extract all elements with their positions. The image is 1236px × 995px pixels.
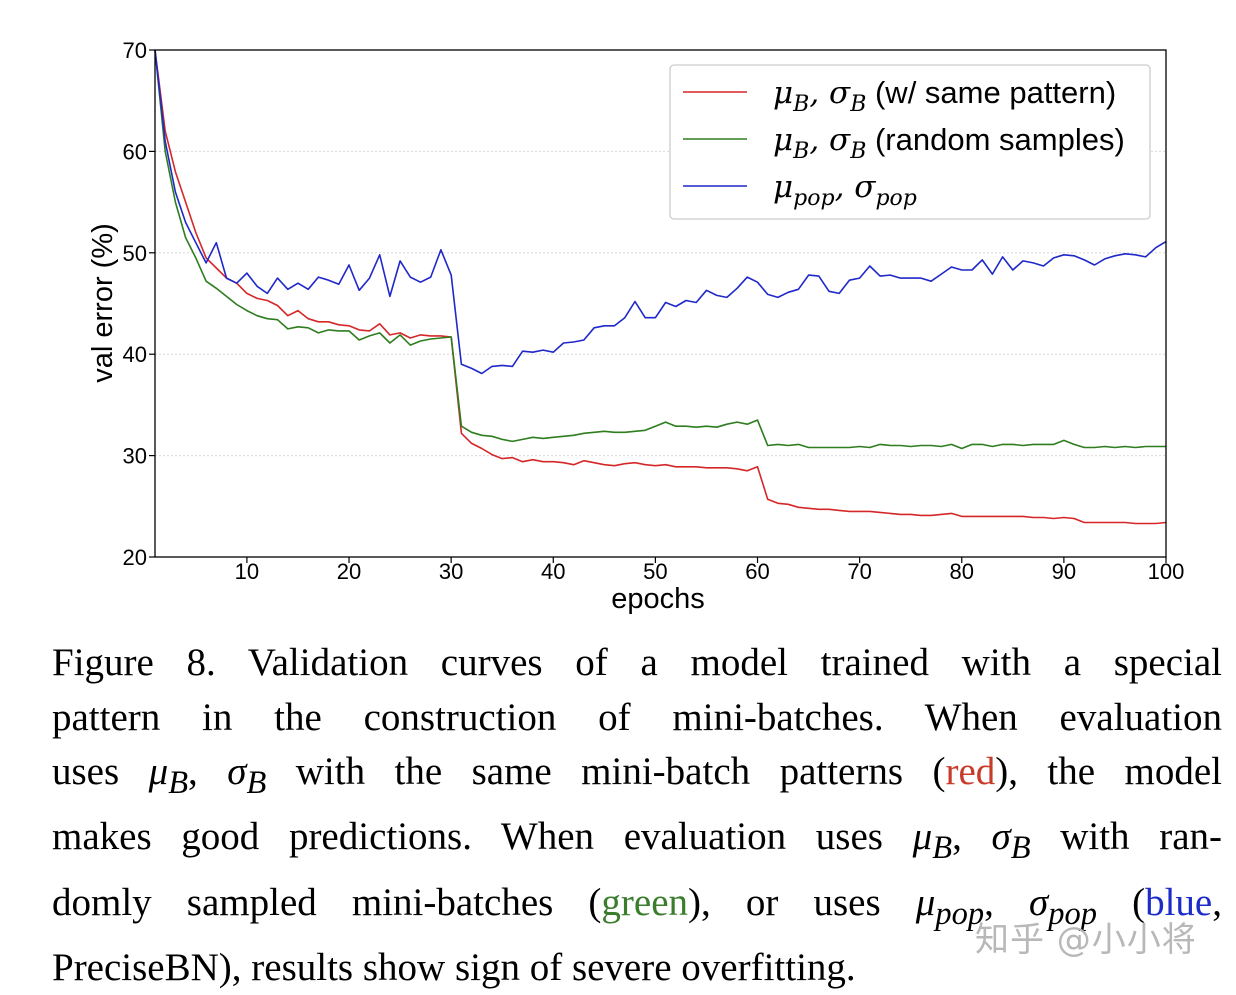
legend-sigma: , σ [835,169,877,205]
y-tick-label: 60 [123,139,147,164]
caption-math-mu: μ [912,815,933,859]
caption-text: ( [1096,880,1146,924]
caption-math-sigma: σ [227,750,247,793]
y-tick-label: 50 [123,241,147,266]
caption-math-sub: B [1010,830,1031,867]
legend-sub: pop [875,186,916,211]
legend: μB, σB (w/ same pattern) μB, σB (random … [669,64,1151,220]
figure-caption: Figure 8. Validation curves of a model t… [52,636,1222,995]
series-group [154,49,1167,525]
x-tick-label: 30 [439,559,463,584]
caption-text: , [952,815,992,859]
legend-mu: μ [773,169,793,205]
legend-sub: B [849,92,866,117]
caption-math-mu: μ [148,750,169,793]
y-tick-label: 40 [123,342,147,367]
caption-text: domly sampled mini-batches ( [52,880,602,924]
x-tick-label: 70 [847,559,871,584]
caption-green: green [601,880,689,924]
caption-text: with ran- [1030,815,1222,859]
series-line-1 [154,49,1166,450]
caption-line: uses μB, σB with the same mini-batch pat… [52,745,1222,810]
caption-math-sub: pop [1048,895,1097,932]
x-tick-label: 80 [950,559,974,584]
x-tick-label: 60 [745,559,769,584]
ticks: 20 30 40 50 60 70 10 20 30 40 50 60 70 80 90 100 [123,38,1185,584]
x-axis-label: epochs [611,583,705,615]
caption-text: , [1212,880,1222,924]
caption-text: makes good predictions. When evaluation … [52,815,913,859]
caption-line: pattern in the construction of mini-batc… [52,695,1222,739]
caption-math-sub: B [246,764,267,801]
legend-sub: B [792,92,809,117]
y-axis-label: val error (%) [87,223,119,383]
caption-math-sigma: σ [991,815,1011,859]
caption-line: domly sampled mini-batches (green), or u… [52,876,1222,941]
caption-line: makes good predictions. When evaluation … [52,810,1222,875]
legend-label-same-pattern: μB, σB (w/ same pattern) [773,75,1116,117]
legend-tail: (random samples) [866,122,1124,157]
x-tick-label: 20 [337,559,361,584]
legend-label-random-samples: μB, σB (random samples) [773,122,1125,164]
legend-sigma: , σ [809,122,851,158]
y-tick-label: 30 [123,444,147,469]
caption-text: uses [52,750,149,793]
legend-sub: pop [793,186,834,211]
legend-sub: B [792,139,809,164]
series-line-2 [154,49,1167,375]
caption-line: PreciseBN), results show sign of severe … [52,945,856,989]
x-tick-label: 40 [541,559,565,584]
x-tick-label: 10 [235,559,259,584]
caption-math-sub: B [168,764,189,801]
legend-sub: B [849,139,866,164]
legend-box [669,64,1151,220]
x-tick-label: 50 [643,559,667,584]
x-tick-label: 90 [1052,559,1076,584]
grid [155,150,1166,457]
caption-text: , [984,880,1029,924]
caption-text: ), the model [995,750,1222,793]
legend-sigma: , σ [809,75,851,111]
caption-blue: blue [1145,880,1213,924]
legend-label-population: μpop, σpop [773,169,917,211]
series-line-0 [154,49,1167,525]
watermark: 知乎 @小小将 [975,920,1197,960]
chart: 20 30 40 50 60 70 10 20 30 40 50 60 70 80 90 100 epochs… [87,38,1185,615]
plot-frame [154,49,1167,558]
caption-math-sigma: σ [1028,880,1049,924]
legend-tail: (w/ same pattern) [866,75,1116,110]
y-tick-label: 70 [123,38,147,63]
x-tick-label: 100 [1148,559,1185,584]
y-tick-label: 20 [123,545,147,570]
legend-mu: μ [773,122,793,158]
caption-line: Figure 8. Validation curves of a model t… [52,641,1222,684]
caption-math-sub: B [932,830,953,867]
caption-text: , [188,750,228,793]
caption-text: with the same mini-batch patterns ( [266,750,946,793]
caption-red: red [945,750,996,793]
caption-math-mu: μ [915,880,936,924]
caption-text: ), or uses [688,880,916,924]
caption-math-sub: pop [935,895,985,932]
legend-mu: μ [773,75,793,111]
